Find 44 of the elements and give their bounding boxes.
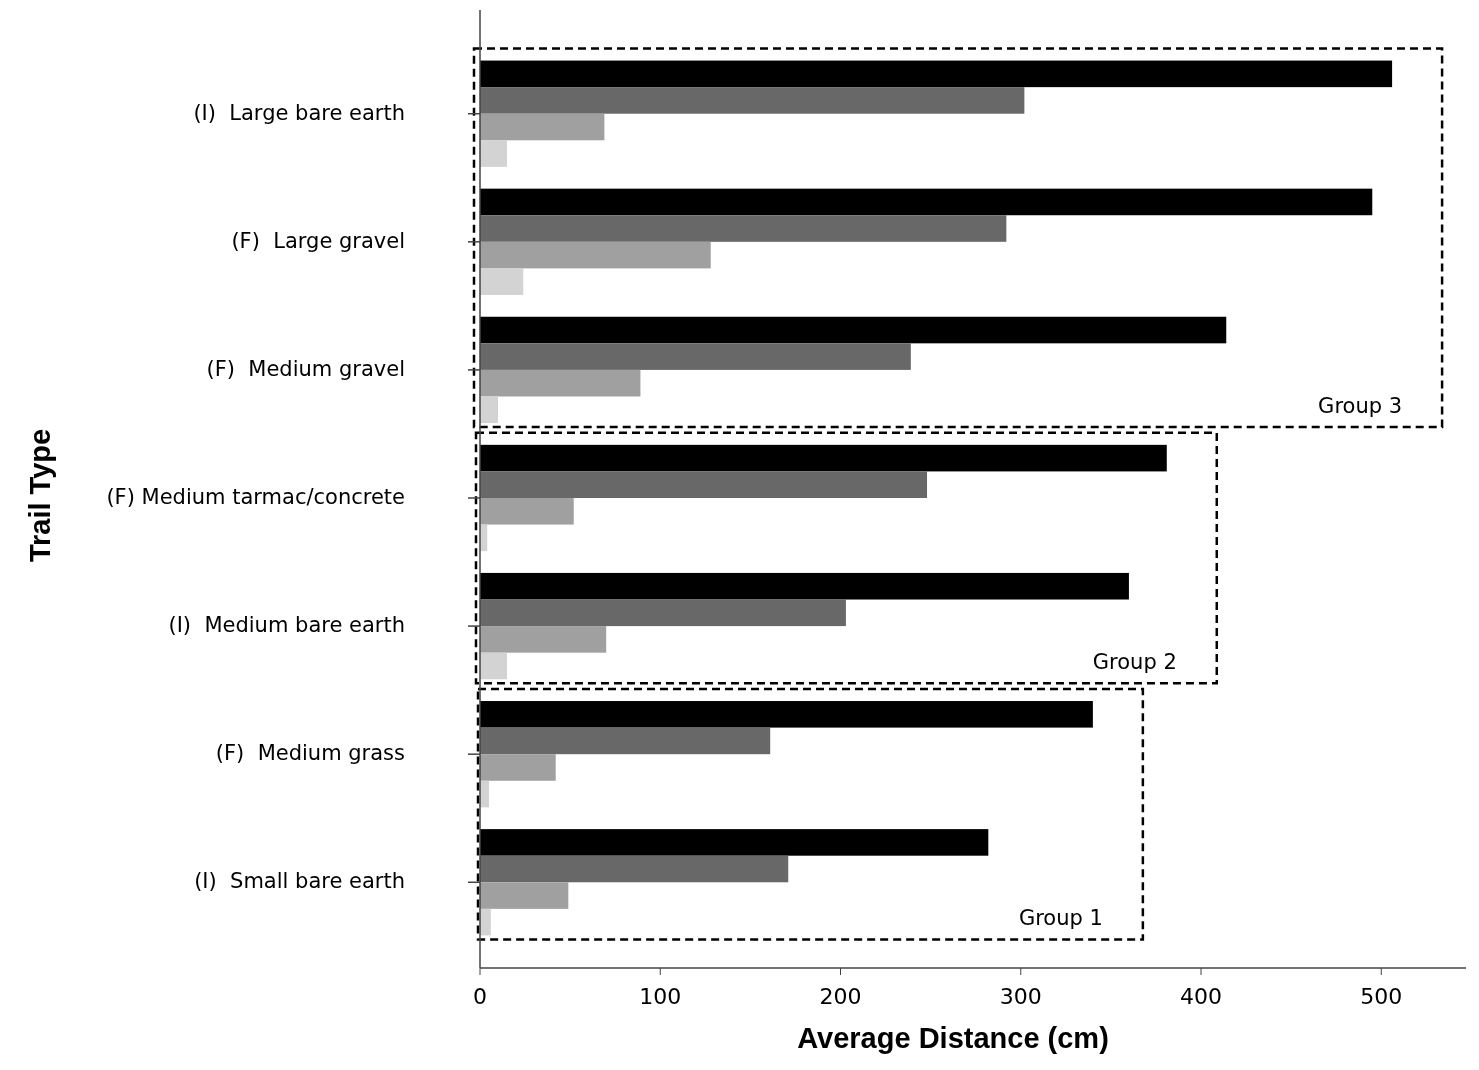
x-tick-label: 500 <box>1360 984 1403 1009</box>
bar <box>480 599 846 627</box>
y-tick-label: (I) Large bare earth <box>193 100 405 125</box>
bar <box>480 471 928 498</box>
y-tick-label: (I) Medium bare earth <box>168 613 405 638</box>
y-tick-label: (F) Medium tarmac/concrete <box>106 485 405 509</box>
bar <box>480 444 1167 472</box>
bar <box>480 369 641 397</box>
annotation: Group 2 <box>1092 650 1177 675</box>
bar <box>480 215 1007 242</box>
bar <box>480 572 1129 600</box>
x-axis-title: Average Distance (cm) <box>797 1022 1109 1054</box>
bar <box>480 87 1025 114</box>
annotation: Group 3 <box>1318 394 1403 419</box>
bar <box>480 498 574 525</box>
x-tick-label: 200 <box>819 984 862 1009</box>
bar <box>480 268 524 295</box>
y-tick-label: (F) Medium gravel <box>206 356 405 381</box>
x-tick-label: 0 <box>473 984 487 1009</box>
bar <box>480 727 771 755</box>
bar <box>480 343 911 370</box>
bar <box>480 188 1373 216</box>
y-tick-label: (I) Small bare earth <box>194 869 405 894</box>
x-tick-label: 400 <box>1180 984 1223 1009</box>
y-tick-label: (F) Medium grass <box>215 741 405 766</box>
bar <box>480 908 491 936</box>
x-tick-label: 300 <box>999 984 1042 1009</box>
bar <box>480 113 605 141</box>
bar <box>480 316 1227 344</box>
bar <box>480 829 989 856</box>
bar <box>480 396 499 424</box>
annotation: Group 1 <box>1018 906 1103 931</box>
bar <box>480 652 508 680</box>
bar <box>480 754 556 781</box>
bar <box>480 140 508 167</box>
y-tick-label: (F) Large gravel <box>231 228 405 253</box>
bar <box>480 882 569 909</box>
bar <box>480 241 711 269</box>
bar <box>480 855 789 883</box>
bar <box>480 60 1393 88</box>
x-tick-label: 100 <box>639 984 682 1009</box>
bar <box>480 701 1093 728</box>
y-axis-title: Trail Type <box>24 428 56 563</box>
bar <box>480 626 607 653</box>
